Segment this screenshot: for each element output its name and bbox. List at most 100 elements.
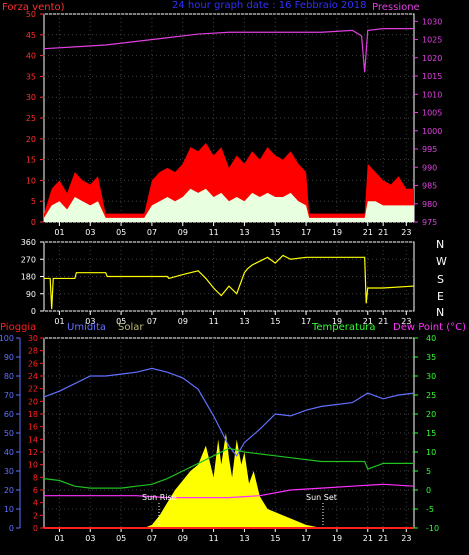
wind-ytick-label: 40 <box>26 52 36 61</box>
top-xtick-label: 11 <box>209 228 219 237</box>
mid-xtick-label: 07 <box>147 317 157 326</box>
mid-xtick-label: 21 <box>363 317 373 326</box>
rain-ytick-label: 12 <box>28 448 38 457</box>
humidity-ytick-label: 0 <box>9 524 14 533</box>
humidity-ytick-label: 70 <box>4 391 14 400</box>
wind-ytick-label: 0 <box>31 218 36 227</box>
sun-rise-label: Sun Rise <box>142 493 177 502</box>
mid-xtick-label: 17 <box>301 317 311 326</box>
rain-ytick-label: 10 <box>28 461 38 470</box>
rain-ytick-label: 22 <box>28 385 38 394</box>
rain-axis-label: Pioggia <box>0 322 36 333</box>
series-pressure <box>43 27 414 73</box>
rain-ytick-label: 24 <box>28 372 38 381</box>
mid-xtick-label: 05 <box>116 317 126 326</box>
pressure-ytick-label: 1000 <box>422 127 442 136</box>
winddir-ytick-label: 90 <box>26 290 36 299</box>
mid-xtick-label: 21 <box>378 317 388 326</box>
temperature-ytick-label: 40 <box>426 334 436 343</box>
winddir-ytick-label: 270 <box>21 255 36 264</box>
top-xtick-label: 01 <box>54 228 64 237</box>
bottom-xtick-label: 15 <box>270 534 280 543</box>
bottom-xtick-label: 19 <box>332 534 342 543</box>
humidity-ytick-label: 30 <box>4 467 14 476</box>
wind-ytick-label: 20 <box>26 135 36 144</box>
humidity-ytick-label: 10 <box>4 505 14 514</box>
bottom-xtick-label: 21 <box>378 534 388 543</box>
temperature-ytick-label: 5 <box>426 467 431 476</box>
winddir-ytick-label: 360 <box>21 238 36 247</box>
compass-w: W <box>436 255 447 268</box>
bottom-xtick-label: 21 <box>363 534 373 543</box>
pressure-ytick-label: 1020 <box>422 54 442 63</box>
wind-ytick-label: 25 <box>26 114 36 123</box>
humidity-ytick-label: 50 <box>4 429 14 438</box>
top-xtick-label: 15 <box>270 228 280 237</box>
compass-n-bottom: N <box>436 306 444 319</box>
pressure-ytick-label: 1005 <box>422 109 442 118</box>
wind-ytick-label: 15 <box>26 156 36 165</box>
mid-xtick-label: 19 <box>332 317 342 326</box>
bottom-xtick-label: 01 <box>54 534 64 543</box>
temperature-ytick-label: 25 <box>426 391 436 400</box>
temperature-ytick-label: 20 <box>426 410 436 419</box>
humidity-axis-label: Umidita <box>67 322 106 333</box>
top-xtick-label: 19 <box>332 228 342 237</box>
series-wind-gust <box>44 142 414 222</box>
mid-xtick-label: 23 <box>401 317 411 326</box>
bottom-xtick-label: 05 <box>116 534 126 543</box>
rain-ytick-label: 4 <box>33 499 38 508</box>
mid-xtick-label: 15 <box>270 317 280 326</box>
temperature-ytick-label: 10 <box>426 448 436 457</box>
top-xtick-label: 21 <box>378 228 388 237</box>
rain-ytick-label: 30 <box>28 334 38 343</box>
series-dew-point <box>44 483 415 499</box>
rain-ytick-label: 2 <box>33 511 38 520</box>
top-xtick-label: 09 <box>178 228 188 237</box>
humidity-ytick-label: 100 <box>0 334 14 343</box>
pressure-ytick-label: 1025 <box>422 36 442 45</box>
temperature-ytick-label: 0 <box>426 486 431 495</box>
humidity-ytick-label: 60 <box>4 410 14 419</box>
bottom-xtick-label: 17 <box>301 534 311 543</box>
bottom-xtick-label: 09 <box>178 534 188 543</box>
top-xtick-label: 17 <box>301 228 311 237</box>
series-solar <box>144 433 322 528</box>
rain-ytick-label: 8 <box>33 473 38 482</box>
bottom-xtick-label: 07 <box>147 534 157 543</box>
top-xtick-label: 03 <box>85 228 95 237</box>
series-wind-average <box>44 188 414 222</box>
mid-xtick-label: 13 <box>239 317 249 326</box>
rain-ytick-label: 20 <box>28 397 38 406</box>
wind-ytick-label: 5 <box>31 197 36 206</box>
rain-ytick-label: 26 <box>28 359 38 368</box>
humidity-ytick-label: 80 <box>4 372 14 381</box>
rain-ytick-label: 16 <box>28 423 38 432</box>
pressure-ytick-label: 1030 <box>422 17 442 26</box>
winddir-ytick-label: 0 <box>31 307 36 316</box>
rain-ytick-label: 28 <box>28 347 38 356</box>
mid-xtick-label: 11 <box>209 317 219 326</box>
rain-ytick-label: 18 <box>28 410 38 419</box>
top-xtick-label: 13 <box>239 228 249 237</box>
wind-ytick-label: 10 <box>26 176 36 185</box>
temperature-ytick-label: 30 <box>426 372 436 381</box>
top-xtick-label: 07 <box>147 228 157 237</box>
pressure-ytick-label: 1010 <box>422 90 442 99</box>
pressure-ytick-label: 995 <box>422 145 437 154</box>
wind-ytick-label: 45 <box>26 31 36 40</box>
axis-ticks: 0510152025303540455097598098599099510001… <box>0 10 442 543</box>
bottom-xtick-label: 23 <box>401 534 411 543</box>
mid-xtick-label: 01 <box>54 317 64 326</box>
pressure-ytick-label: 975 <box>422 218 437 227</box>
winddir-ytick-label: 180 <box>21 273 36 282</box>
wind-axis-label: Forza vento) <box>2 2 65 13</box>
top-xtick-label: 21 <box>363 228 373 237</box>
humidity-ytick-label: 90 <box>4 353 14 362</box>
bottom-xtick-label: 13 <box>239 534 249 543</box>
top-xtick-label: 23 <box>401 228 411 237</box>
rain-ytick-label: 0 <box>33 524 38 533</box>
wind-ytick-label: 50 <box>26 10 36 19</box>
pressure-axis-label: Pressione <box>372 2 420 13</box>
